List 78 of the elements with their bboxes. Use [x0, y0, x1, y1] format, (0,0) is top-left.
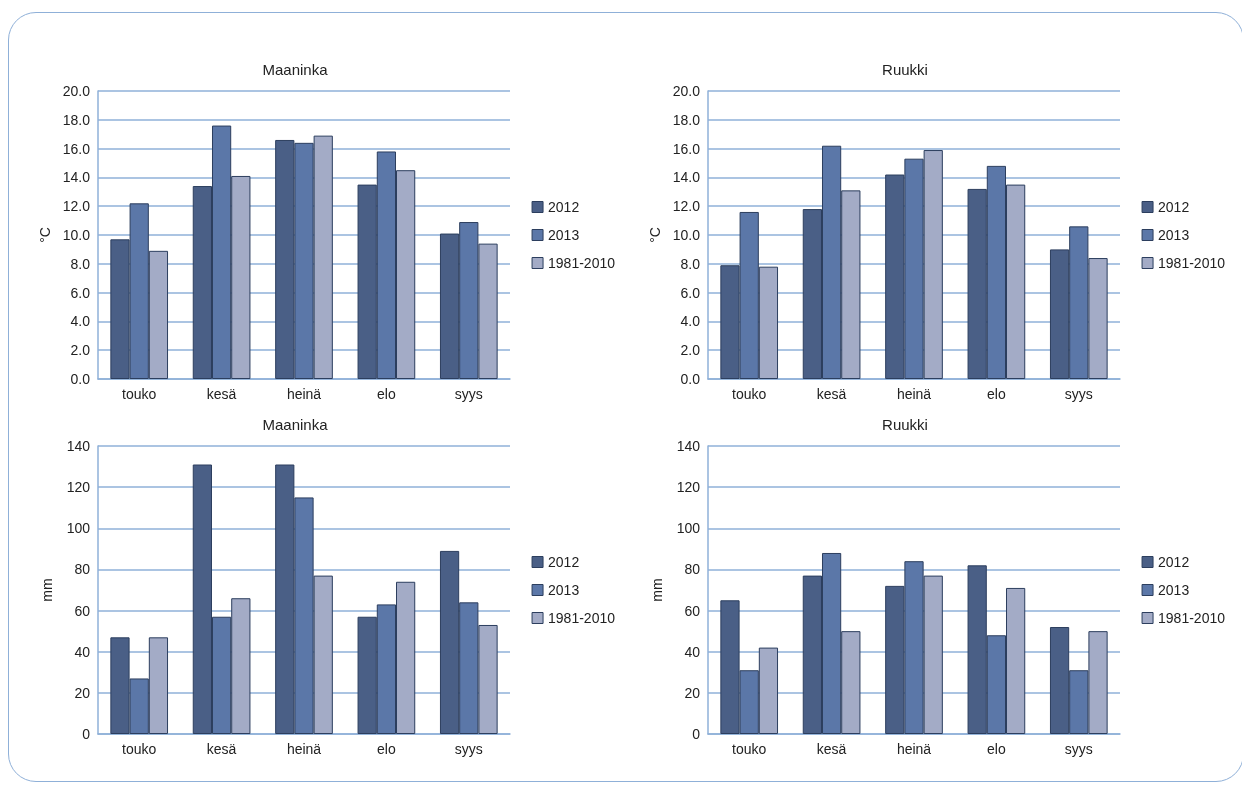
x-tick-label: touko	[732, 386, 767, 402]
y-tick-label: 4.0	[680, 313, 701, 330]
legend-label: 2013	[548, 582, 580, 598]
y-axis-title: °C	[646, 227, 663, 243]
y-tick-label: 60	[74, 602, 91, 619]
legend-label: 2013	[1158, 227, 1190, 243]
x-tick-label: heinä	[896, 386, 932, 402]
legend-label: 2012	[548, 554, 580, 570]
x-tick-label: elo	[377, 386, 396, 402]
y-tick-label: 14.0	[672, 169, 701, 186]
y-tick-label: 18.0	[672, 111, 701, 128]
y-tick-label: 8.0	[70, 255, 91, 272]
y-tick-label: 80	[74, 561, 91, 578]
y-tick-label: 18.0	[62, 111, 91, 128]
chart-title: Ruukki	[882, 416, 928, 433]
legend-label: 2013	[548, 227, 580, 243]
y-tick-label: 6.0	[70, 284, 91, 301]
x-tick-label: touko	[732, 741, 767, 757]
x-tick-label: kesä	[206, 386, 237, 402]
y-tick-label: 140	[66, 438, 91, 454]
legend-label: 2013	[1158, 582, 1190, 598]
y-tick-label: 10.0	[62, 227, 91, 243]
chart-title: Ruukki	[882, 61, 928, 78]
legend-label: 1981-2010	[548, 610, 616, 626]
y-tick-label: 40	[74, 643, 91, 660]
x-tick-label: elo	[987, 741, 1006, 757]
legend-label: 1981-2010	[548, 255, 616, 271]
y-tick-label: 4.0	[70, 313, 91, 330]
legend-label: 2012	[1158, 199, 1190, 215]
y-tick-label: 16.0	[62, 140, 91, 157]
legend-label: 2012	[1158, 554, 1190, 570]
legend-label: 2012	[548, 199, 580, 215]
y-tick-label: 12.0	[62, 198, 91, 215]
x-tick-label: syys	[1064, 741, 1093, 757]
x-tick-label: elo	[987, 386, 1006, 402]
x-tick-label: touko	[122, 386, 157, 402]
x-tick-label: touko	[122, 741, 157, 757]
y-tick-label: 12.0	[672, 198, 701, 215]
y-tick-label: 20.0	[62, 83, 91, 99]
y-tick-label: 16.0	[672, 140, 701, 157]
y-axis-title: °C	[36, 227, 53, 243]
x-tick-label: syys	[454, 386, 483, 402]
y-tick-label: 60	[684, 602, 701, 619]
y-tick-label: 80	[684, 561, 701, 578]
y-tick-label: 0.0	[70, 371, 91, 387]
x-tick-label: kesä	[816, 741, 847, 757]
y-tick-label: 100	[66, 520, 91, 537]
y-tick-label: 40	[684, 643, 701, 660]
y-tick-label: 2.0	[680, 342, 701, 359]
y-tick-label: 120	[676, 479, 701, 496]
x-tick-label: kesä	[206, 741, 237, 757]
x-tick-label: heinä	[896, 741, 932, 757]
y-tick-label: 0.0	[680, 371, 701, 387]
y-tick-label: 20	[684, 684, 701, 701]
y-tick-label: 10.0	[672, 227, 701, 243]
y-tick-label: 8.0	[680, 255, 701, 272]
y-tick-label: 20	[74, 684, 91, 701]
x-tick-label: heinä	[286, 741, 322, 757]
y-tick-label: 100	[676, 520, 701, 537]
x-tick-label: syys	[1064, 386, 1093, 402]
x-tick-label: kesä	[816, 386, 847, 402]
x-tick-label: syys	[454, 741, 483, 757]
legend-label: 1981-2010	[1158, 255, 1226, 271]
chart-title: Maaninka	[262, 416, 329, 433]
y-tick-label: 0	[82, 726, 91, 742]
y-tick-label: 140	[676, 438, 701, 454]
x-tick-label: elo	[377, 741, 396, 757]
y-tick-label: 20.0	[672, 83, 701, 99]
y-axis-title: mm	[39, 578, 55, 602]
legend-label: 1981-2010	[1158, 610, 1226, 626]
y-tick-label: 6.0	[680, 284, 701, 301]
y-tick-label: 14.0	[62, 169, 91, 186]
chart-title: Maaninka	[262, 61, 329, 78]
y-tick-label: 0	[692, 726, 701, 742]
x-tick-label: heinä	[286, 386, 322, 402]
y-tick-label: 120	[66, 479, 91, 496]
y-axis-title: mm	[649, 578, 665, 602]
y-tick-label: 2.0	[70, 342, 91, 359]
